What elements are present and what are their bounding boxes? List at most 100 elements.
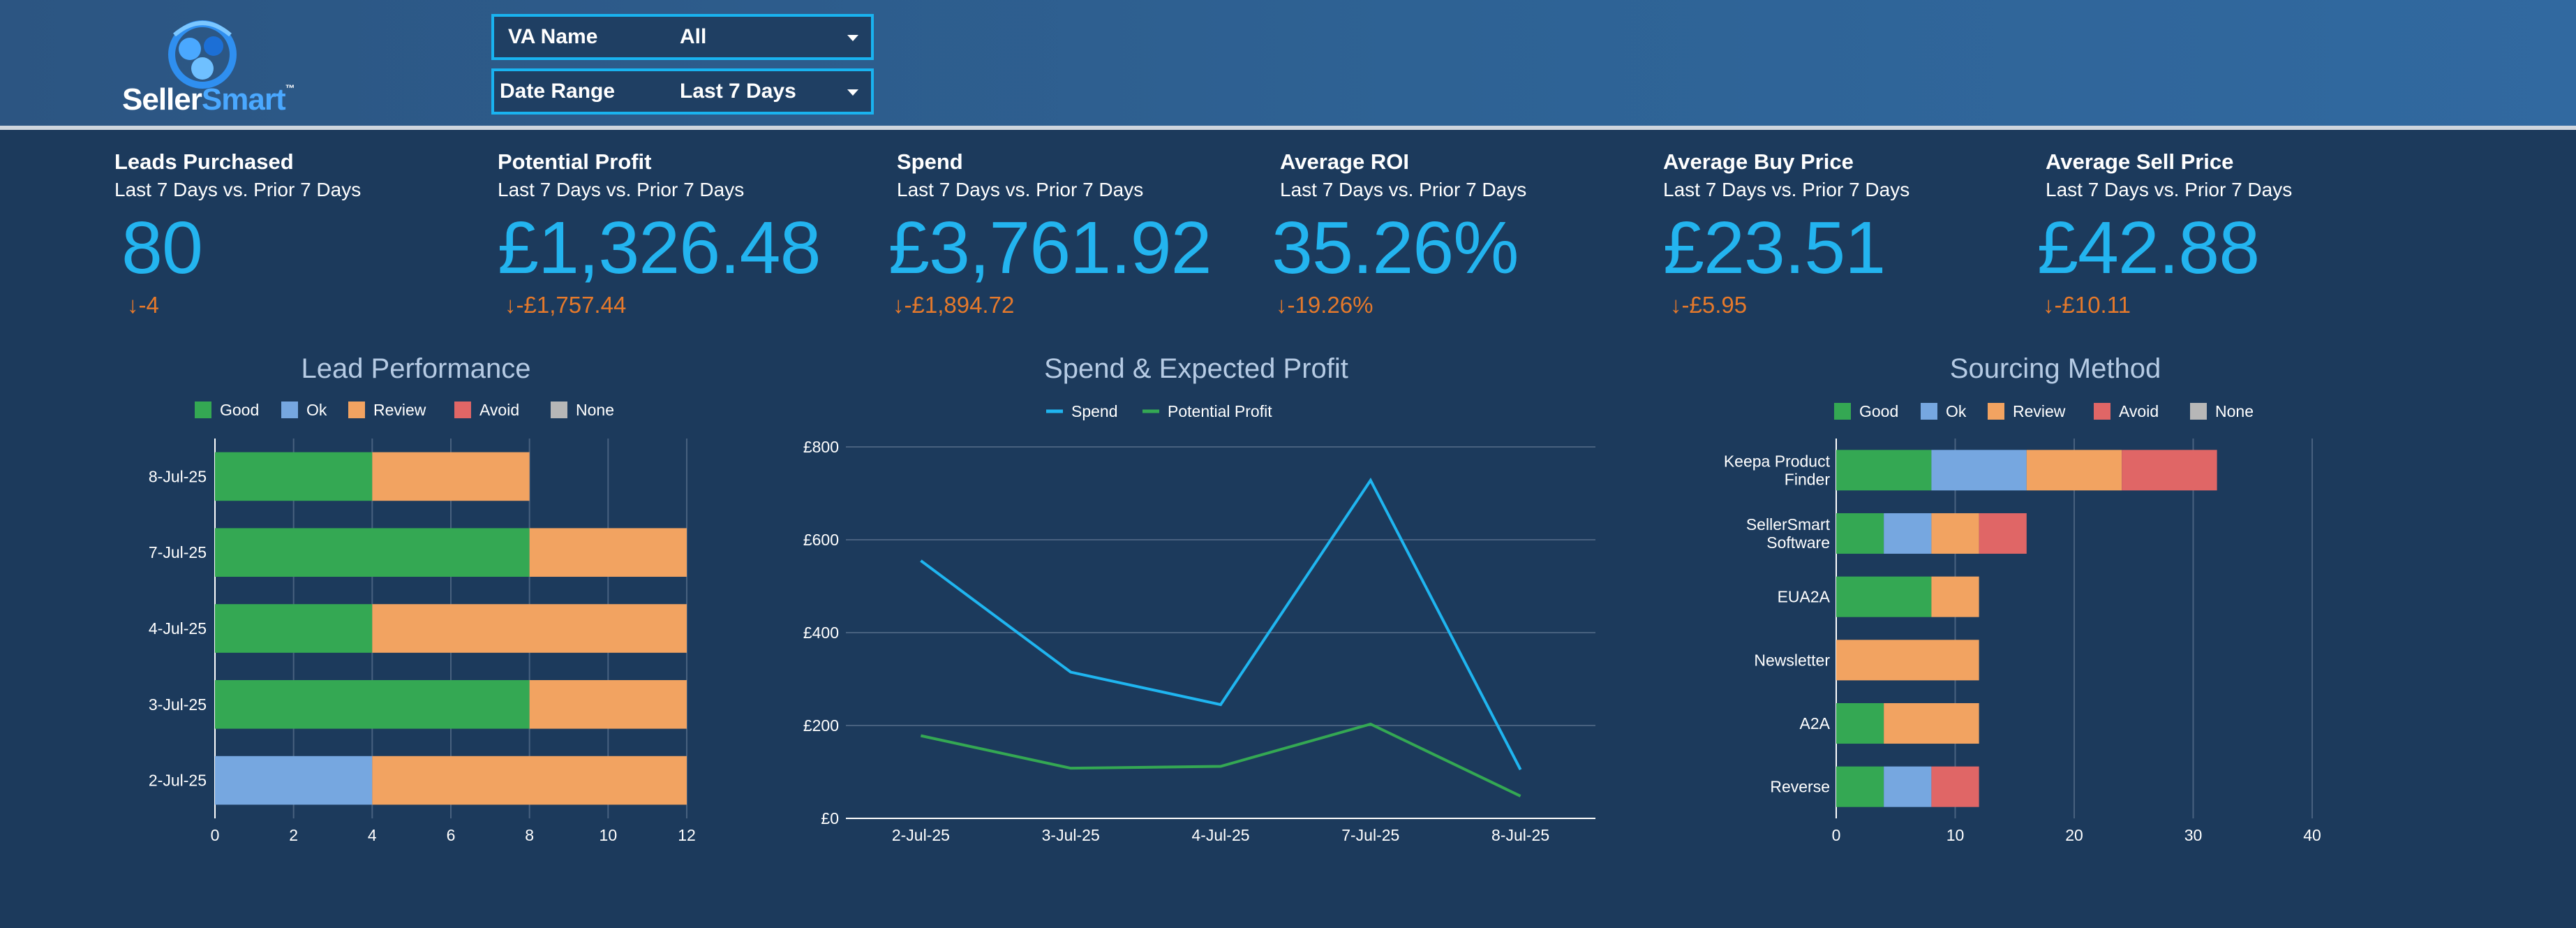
kpi-subtitle: Last 7 Days vs. Prior 7 Days: [2046, 179, 2293, 200]
va-name-filter[interactable]: VA Name All: [491, 14, 874, 60]
x-tick-label: 2-Jul-25: [892, 826, 950, 844]
y-tick-label: 4-Jul-25: [149, 619, 207, 638]
y-tick-label: A2A: [1800, 714, 1831, 732]
kpi-average-sell-price: Average Sell Price Last 7 Days vs. Prior…: [2037, 149, 2353, 318]
chevron-down-icon: [847, 89, 858, 96]
bar-segment: [372, 604, 687, 653]
legend-label: Good: [220, 401, 259, 419]
kpi-delta: -£5.95: [1681, 292, 1748, 318]
bar-segment: [1884, 702, 1979, 744]
bar-segment: [1836, 640, 1979, 681]
bar-segment: [529, 528, 687, 577]
legend-label: None: [2215, 402, 2254, 420]
legend-label: None: [576, 401, 614, 419]
bar-segment: [1979, 513, 2027, 554]
y-tick-label: Keepa Product: [1724, 452, 1831, 470]
y-tick-label: Software: [1766, 533, 1830, 552]
bar-segment: [215, 452, 373, 501]
x-tick-label: 20: [2065, 826, 2083, 844]
legend-label: Review: [373, 401, 426, 419]
kpi-spend: Spend Last 7 Days vs. Prior 7 Days £3,76…: [888, 149, 1212, 318]
y-tick-label: £800: [803, 438, 839, 456]
kpi-leads-purchased: Leads Purchased Last 7 Days vs. Prior 7 …: [114, 149, 422, 318]
bar-segment: [372, 452, 530, 501]
kpi-delta: -£1,894.72: [904, 292, 1015, 318]
y-tick-label: Finder: [1785, 470, 1831, 488]
date-range-label: Date Range: [500, 80, 616, 103]
legend-swatch: [348, 402, 365, 418]
legend-label: Ok: [1946, 402, 1967, 420]
bar-segment: [1836, 702, 1884, 744]
bar-segment: [529, 679, 687, 729]
legend-swatch: [1834, 403, 1851, 420]
bar-segment: [215, 528, 530, 577]
kpi-delta: -£10.11: [2054, 292, 2131, 318]
bar-segment: [1836, 766, 1884, 807]
kpi-subtitle: Last 7 Days vs. Prior 7 Days: [1663, 179, 1910, 200]
kpi-value: £42.88: [2037, 207, 2260, 289]
va-name-label: VA Name: [508, 25, 598, 48]
bar-segment: [1836, 576, 1932, 617]
x-tick-label: 0: [211, 826, 220, 844]
bar-segment: [215, 756, 373, 805]
legend-swatch: [454, 402, 471, 418]
bar-segment: [2026, 450, 2122, 491]
kpi-value: 80: [121, 207, 203, 289]
y-tick-label: Newsletter: [1754, 651, 1830, 669]
bar-segment: [215, 679, 530, 729]
sellersmart-logo-icon: [168, 20, 237, 89]
kpi-delta: -£1,757.44: [516, 292, 627, 318]
legend-label: Ok: [306, 401, 327, 419]
legend-swatch: [195, 402, 211, 418]
x-tick-label: 6: [447, 826, 456, 844]
x-tick-label: 4-Jul-25: [1191, 826, 1249, 844]
x-tick-label: 2: [289, 826, 298, 844]
arrow-down-icon: ↓: [1276, 292, 1288, 318]
x-tick-label: 30: [2184, 826, 2203, 844]
logo-text: SellerSmart™: [122, 82, 295, 117]
series-line: [920, 722, 1521, 797]
bar-segment: [1884, 766, 1932, 807]
legend-label: Spend: [1071, 402, 1118, 420]
x-tick-label: 3-Jul-25: [1042, 826, 1100, 844]
arrow-down-icon: ↓: [505, 292, 516, 318]
x-tick-label: 8: [525, 826, 534, 844]
legend-label: Good: [1859, 402, 1898, 420]
x-tick-label: 7-Jul-25: [1341, 826, 1399, 844]
y-tick-label: 7-Jul-25: [149, 543, 207, 561]
y-tick-label: £0: [821, 809, 839, 827]
va-name-value: All: [680, 25, 707, 48]
x-tick-label: 40: [2303, 826, 2321, 844]
legend-swatch: [1921, 403, 1937, 420]
bar-segment: [1931, 766, 1979, 807]
bar-segment: [215, 604, 373, 653]
bar-segment: [1931, 576, 1979, 617]
arrow-down-icon: ↓: [2043, 292, 2055, 318]
x-tick-label: 10: [600, 826, 618, 844]
chart-title: Spend & Expected Profit: [1044, 353, 1348, 384]
bar-segment: [1836, 450, 1932, 491]
y-tick-label: 2-Jul-25: [149, 772, 207, 790]
kpi-value: 35.26%: [1272, 207, 1519, 289]
series-line: [920, 477, 1522, 771]
kpi-subtitle: Last 7 Days vs. Prior 7 Days: [114, 179, 362, 200]
arrow-down-icon: ↓: [1670, 292, 1682, 318]
kpi-potential-profit: Potential Profit Last 7 Days vs. Prior 7…: [498, 149, 821, 318]
bar-segment: [2122, 450, 2217, 491]
kpi-average-roi: Average ROI Last 7 Days vs. Prior 7 Days…: [1272, 149, 1587, 318]
x-tick-label: 0: [1832, 826, 1841, 844]
legend-swatch: [2094, 403, 2110, 420]
date-range-filter[interactable]: Date Range Last 7 Days: [491, 68, 874, 115]
x-tick-label: 4: [368, 826, 377, 844]
bar-segment: [1931, 513, 1979, 554]
x-tick-label: 12: [678, 826, 696, 844]
y-tick-label: £200: [803, 716, 839, 735]
kpi-title: Average ROI: [1280, 149, 1409, 174]
kpi-value: £23.51: [1663, 207, 1886, 289]
bar-segment: [372, 756, 687, 805]
y-tick-label: Reverse: [1770, 778, 1830, 796]
chevron-down-icon: [847, 35, 858, 41]
legend-label: Avoid: [479, 401, 519, 419]
y-tick-label: £600: [803, 531, 839, 549]
